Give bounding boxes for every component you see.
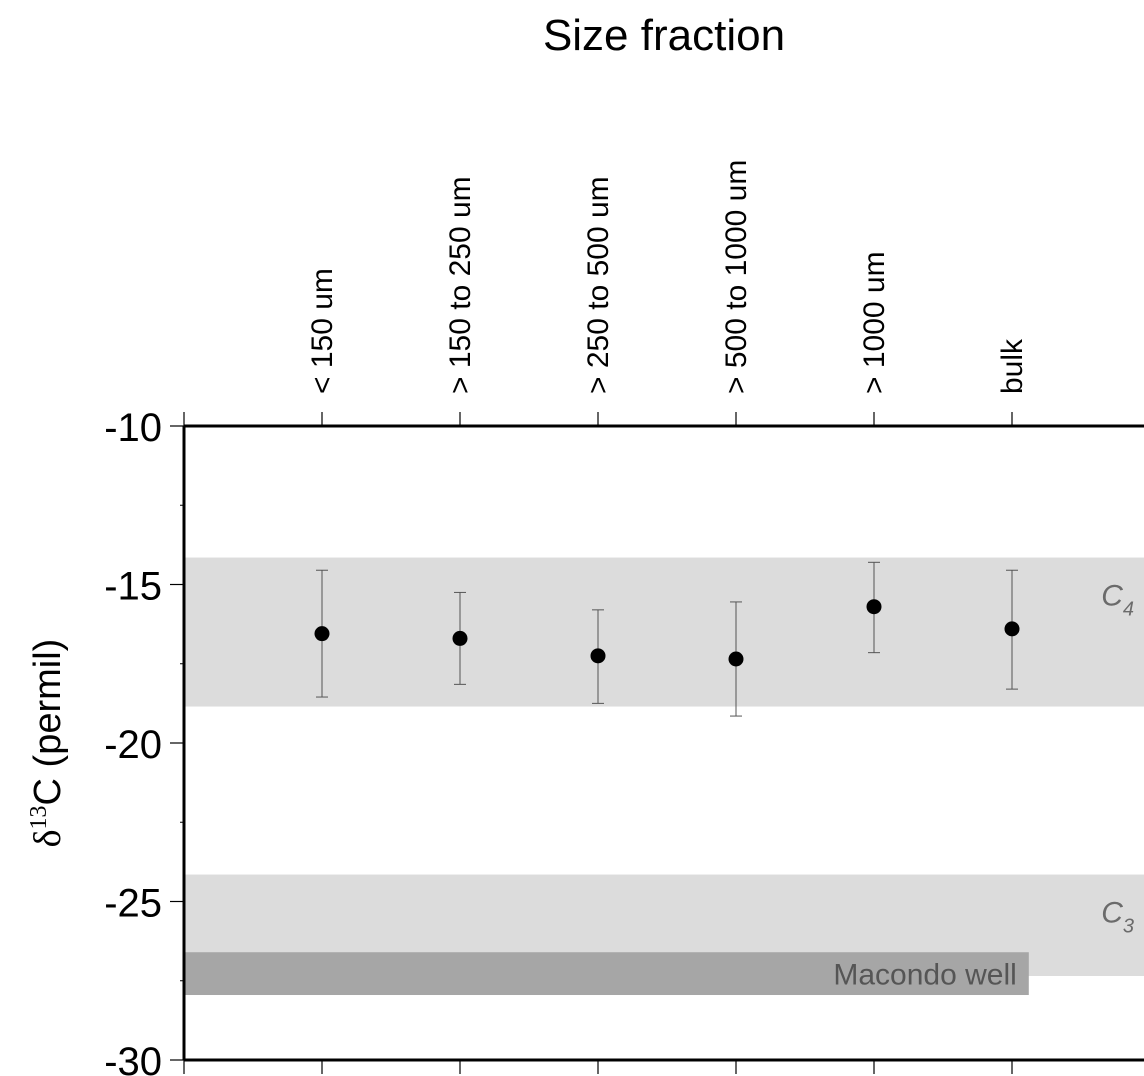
category-label: bulk — [996, 338, 1029, 394]
bands-layer — [184, 557, 1144, 996]
data-point — [1004, 621, 1020, 637]
band-label-2: Macondo well — [833, 959, 1016, 992]
axes-layer: -10 -15 -20 -25 -30 < 150 um > 150 to 250 um > … — [104, 160, 1144, 1076]
y-tick-label: -30 — [104, 1040, 162, 1076]
band-0 — [184, 557, 1144, 707]
category-label: > 150 to 250 um — [444, 176, 477, 394]
category-label: > 250 to 500 um — [582, 176, 615, 394]
y-tick-label: -25 — [104, 882, 162, 926]
category-label: > 1000 um — [858, 251, 891, 394]
points-layer — [314, 599, 1020, 667]
data-point — [314, 626, 330, 642]
labels-layer: C4 C3 Macondo well Size fraction δ13C (permi… — [26, 11, 1134, 992]
y-tick-label: -10 — [104, 406, 162, 450]
data-point — [866, 599, 882, 615]
chart-title: Size fraction — [543, 11, 785, 60]
y-axis-label: δ13C (permil) — [26, 639, 69, 848]
category-label: > 500 to 1000 um — [720, 160, 753, 394]
band-label-1: C3 — [1101, 897, 1134, 938]
band-2 — [184, 952, 1029, 996]
data-point — [452, 630, 468, 646]
data-point — [728, 651, 744, 667]
data-point — [590, 648, 606, 664]
y-tick-label: -20 — [104, 723, 162, 767]
y-tick-label: -15 — [104, 565, 162, 609]
category-label: < 150 um — [306, 268, 339, 394]
band-label-0: C4 — [1101, 580, 1134, 621]
